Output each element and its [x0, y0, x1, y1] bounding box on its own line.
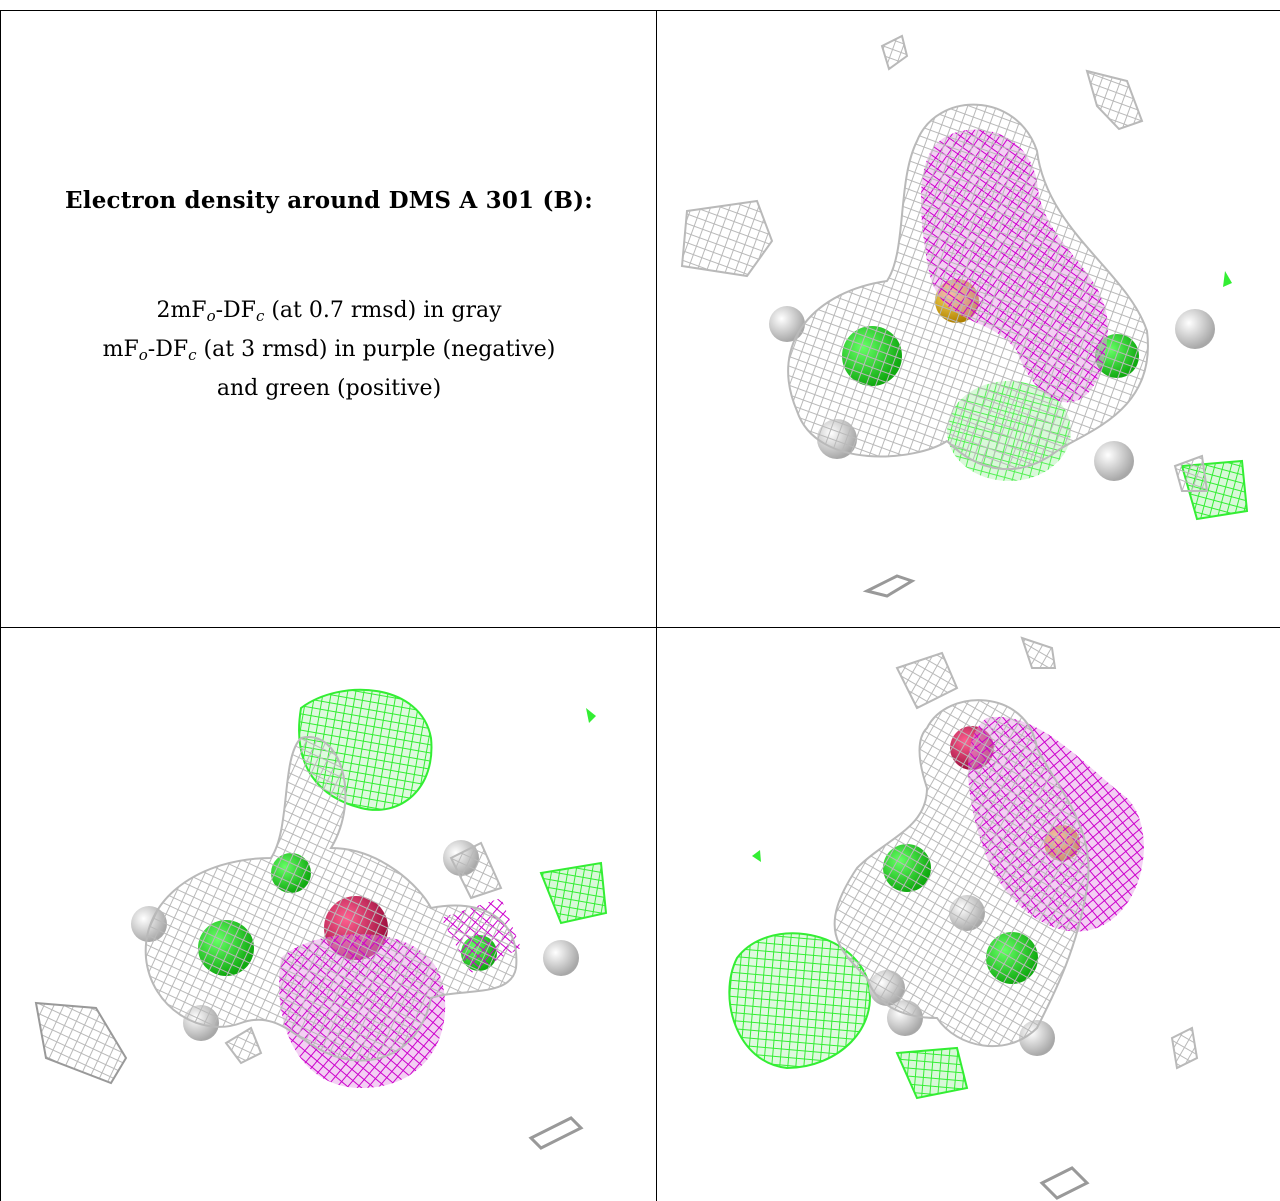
- density-map-view-3-icon: [728, 636, 1199, 1200]
- density-view-bottom-right: [657, 628, 1280, 1201]
- description-line-green: and green (positive): [216, 376, 442, 401]
- density-map-view-1-icon: [680, 34, 1249, 598]
- density-view-top-right: [657, 11, 1280, 627]
- density-view-bottom-left: [1, 628, 656, 1201]
- border-middle: [656, 10, 657, 1201]
- border-top: [0, 10, 1280, 11]
- description-line-purple: mFo-DFc (at 3 rmsd) in purple (negative): [102, 337, 556, 364]
- figure-description: 2mFo-DFc (at 0.7 rmsd) in gray mFo-DFc (…: [1, 294, 656, 405]
- figure-title: Electron density around DMS A 301 (B):: [65, 187, 593, 214]
- density-map-view-2-icon: [34, 688, 608, 1150]
- border-left: [0, 10, 1, 1201]
- border-row-divider: [0, 627, 1280, 628]
- caption-cell: Electron density around DMS A 301 (B): 2…: [1, 11, 656, 627]
- description-line-gray: 2mFo-DFc (at 0.7 rmsd) in gray: [156, 298, 502, 325]
